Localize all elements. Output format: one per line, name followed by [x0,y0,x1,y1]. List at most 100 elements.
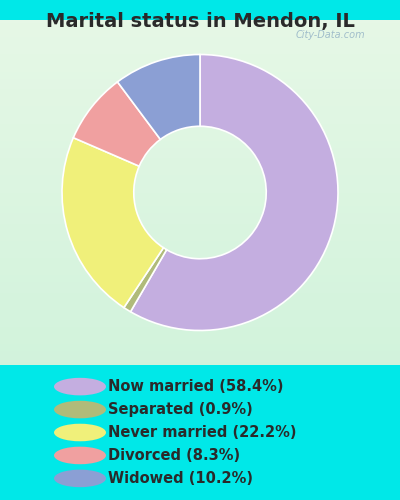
Bar [0,220,400,224]
Bar [0,210,400,213]
Bar [0,30,400,34]
Bar [0,182,400,186]
Bar [0,138,400,141]
Wedge shape [130,54,338,330]
Bar [0,176,400,178]
Bar [0,78,400,82]
Bar [0,279,400,282]
Bar [0,116,400,120]
Bar [0,106,400,110]
Bar [0,51,400,54]
Bar [0,89,400,92]
Bar [0,144,400,148]
Bar [0,348,400,351]
Bar [0,48,400,51]
Bar [0,296,400,300]
Bar [0,103,400,106]
Bar [0,358,400,362]
Bar [0,206,400,210]
Bar [0,165,400,168]
Bar [0,27,400,30]
Circle shape [54,378,106,396]
Bar [0,316,400,320]
Bar [0,334,400,338]
Text: Now married (58.4%): Now married (58.4%) [108,379,284,394]
Bar [0,251,400,254]
Bar [0,151,400,154]
Bar [0,92,400,96]
Bar [0,130,400,134]
Bar [0,196,400,200]
Bar [0,338,400,341]
Bar [0,40,400,44]
Bar [0,248,400,251]
Bar [0,20,400,24]
Bar [0,154,400,158]
Bar [0,141,400,144]
Bar [0,24,400,27]
Wedge shape [118,54,200,140]
Bar [0,289,400,292]
Bar [0,276,400,279]
Bar [0,203,400,206]
Bar [0,327,400,330]
Bar [0,72,400,75]
Wedge shape [73,82,160,166]
Text: Divorced (8.3%): Divorced (8.3%) [108,448,240,463]
Bar [0,110,400,113]
Text: Widowed (10.2%): Widowed (10.2%) [108,471,253,486]
Bar [0,38,400,40]
Bar [0,200,400,203]
Bar [0,58,400,61]
Bar [0,234,400,237]
Bar [0,172,400,176]
Circle shape [54,401,106,418]
Bar [0,162,400,165]
Bar [0,216,400,220]
Text: Separated (0.9%): Separated (0.9%) [108,402,253,417]
Bar [0,213,400,216]
Bar [0,351,400,354]
Bar [0,148,400,151]
Bar [0,86,400,89]
Bar [0,254,400,258]
Bar [0,268,400,272]
Bar [0,282,400,286]
Bar [0,344,400,348]
Bar [0,65,400,68]
Bar [0,238,400,241]
Bar [0,310,400,313]
Bar [0,54,400,58]
Bar [0,82,400,86]
Circle shape [54,446,106,464]
Bar [0,306,400,310]
Bar [0,320,400,324]
Bar [0,75,400,78]
Bar [0,62,400,65]
Bar [0,258,400,262]
Bar [0,324,400,327]
Bar [0,362,400,365]
Bar [0,34,400,37]
Bar [0,241,400,244]
Bar [0,330,400,334]
Bar [0,178,400,182]
Text: Never married (22.2%): Never married (22.2%) [108,425,296,440]
Bar [0,68,400,71]
Bar [0,189,400,192]
Bar [0,227,400,230]
Circle shape [54,424,106,442]
Bar [0,230,400,234]
Bar [0,113,400,116]
Wedge shape [124,248,167,312]
Bar [0,354,400,358]
Bar [0,120,400,124]
Bar [0,168,400,172]
Bar [0,100,400,103]
Bar [0,96,400,100]
Bar [0,192,400,196]
Bar [0,300,400,303]
Bar [0,262,400,265]
Bar [0,313,400,316]
Text: City-Data.com: City-Data.com [296,30,366,40]
